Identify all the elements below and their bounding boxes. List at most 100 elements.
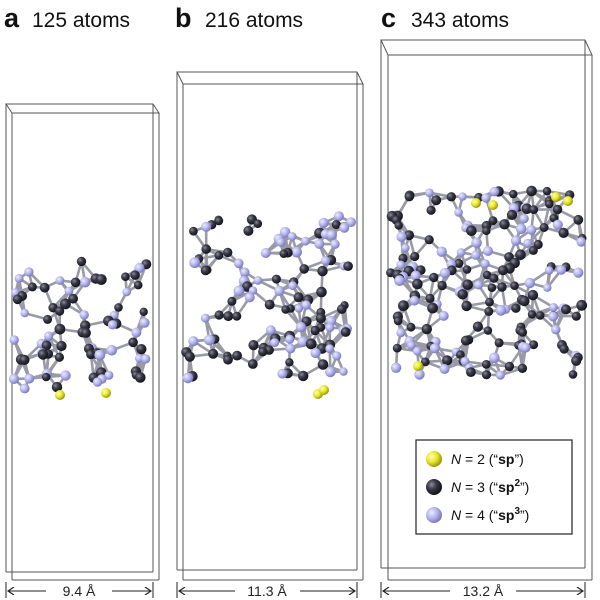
sp2-atom [506,209,518,220]
sp3-atom [456,248,466,257]
sp2-atom [223,311,234,322]
sp3-atom [8,373,20,384]
sp2-atom-swatch [426,479,442,495]
sp3-atom [189,257,201,269]
sp3-atom [314,238,325,249]
sp3-atom [489,186,500,197]
sp2-atom [466,367,476,377]
sp3-atom [79,276,91,288]
sp2-atom [39,282,50,293]
legend-label-sp2: N = 3 (“sp2”) [451,478,529,495]
sp2-atom [462,265,472,274]
sp2-atom [573,214,584,225]
sp3-atom [107,320,118,330]
sp3-atom [520,342,531,353]
sp2-atom [12,294,23,305]
legend-item-sp: N = 2 (“sp”) [426,451,524,467]
sp2-atom [86,349,96,360]
sp2-atom [518,327,528,337]
sp3-atom [310,347,321,359]
sp2-atom [201,244,211,254]
sp3-atom [134,262,145,274]
sp3-atom [131,327,142,338]
sp2-atom [498,265,508,276]
sp2-atom [285,358,294,367]
sp3-atom [204,334,215,346]
sp3-atom [297,336,309,348]
sp2-atom [446,192,456,202]
sp3-atom [549,303,558,312]
sp3-atom [510,235,521,246]
sp3-atom [330,239,340,249]
sp2-atom [454,258,464,268]
sp2-atom [200,265,211,276]
sp3-atom [19,383,30,394]
sp3-atom [301,236,310,246]
sp2-atom [497,282,507,292]
sp2-atom [526,185,537,197]
sp3-atom [454,208,463,217]
sp3-atom [294,304,304,313]
sp2-atom [184,351,195,362]
sp3-atom [285,334,295,344]
sp2-atom [509,189,518,199]
sp3-atom [409,295,420,306]
sp2-atom [279,249,289,258]
sp2-atom [457,289,468,300]
sp3-atom [253,276,263,285]
sp3-atom-swatch [426,507,442,523]
sp3-atom [332,351,342,361]
sp3-atom [390,362,402,373]
sp3-atom [483,246,493,256]
sp2-atom [517,363,528,373]
sp3-atom [276,237,286,247]
panel-c-letter: c [381,3,396,33]
panel-a-letter: a [4,3,20,33]
sp3-atom [339,367,348,376]
sp-atom [471,198,481,208]
sp2-atom [426,205,436,215]
sp2-atom [248,340,259,351]
sp3-atom [414,369,425,380]
sp2-atom [539,223,549,232]
sp3-atom [279,227,291,238]
legend-item-sp2: N = 3 (“sp2”) [426,478,529,495]
sp2-atom [393,316,403,326]
sp2-atom [316,286,327,298]
sp3-atom [288,281,298,291]
sp2-atom [258,347,268,357]
panel-c-title: c 343 atoms [381,3,509,33]
sp3-atom [439,267,451,279]
sp3-atom [277,368,288,379]
sp3-atom [551,325,561,335]
width-label-b: 11.3 Å [247,583,287,599]
sp2-atom [232,311,242,321]
sp2-atom [466,225,477,236]
sp3-atom [526,225,537,235]
sp3-atom [260,248,271,258]
sp3-atom [556,265,567,275]
sp2-atom [133,280,143,290]
sp3-atom [544,266,554,275]
sp3-atom [24,373,35,384]
sp3-atom [394,275,405,287]
sim-box-a [5,103,160,581]
sp2-atom [298,370,309,382]
sp2-atom [139,307,148,316]
sp3-atom [495,304,507,316]
sp2-atom [494,338,504,348]
sp2-atom [515,249,526,260]
sp2-atom [214,216,224,226]
sp3-atom [425,188,434,197]
sp2-atom [568,370,578,379]
width-dimension-b: 11.3 Å [176,582,358,599]
sp3-atom [291,246,302,258]
sp2-atom [528,245,538,255]
sp2-atom [54,352,64,362]
sp3-atom [489,352,500,364]
sp-atom [413,361,423,371]
sp3-atom [552,219,563,230]
sp2-atom [472,321,483,332]
sp2-atom [429,272,439,283]
sp2-atom [55,306,65,316]
